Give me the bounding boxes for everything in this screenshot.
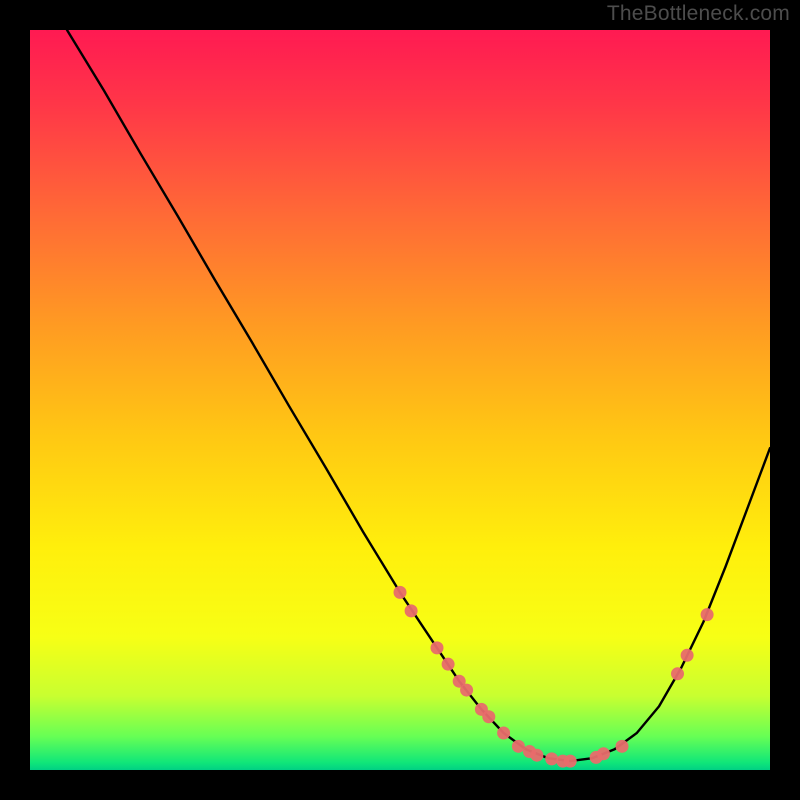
plot-area — [30, 30, 770, 770]
data-point — [616, 740, 629, 753]
bottleneck-chart — [0, 0, 800, 800]
data-point — [431, 641, 444, 654]
chart-stage: TheBottleneck.com — [0, 0, 800, 800]
data-point — [545, 752, 558, 765]
data-point — [530, 749, 543, 762]
data-point — [671, 667, 684, 680]
data-point — [394, 586, 407, 599]
data-point — [460, 684, 473, 697]
data-point — [442, 658, 455, 671]
data-point — [482, 710, 495, 723]
data-point — [497, 727, 510, 740]
data-point — [597, 747, 610, 760]
data-point — [681, 649, 694, 662]
data-point — [701, 608, 714, 621]
data-point — [512, 740, 525, 753]
data-point — [564, 755, 577, 768]
data-point — [405, 604, 418, 617]
watermark-text: TheBottleneck.com — [607, 2, 790, 26]
